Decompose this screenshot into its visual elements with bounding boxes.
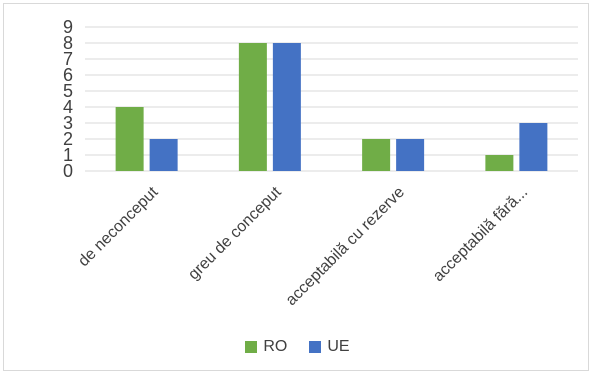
bar-ue-3 xyxy=(519,123,548,171)
y-tick-label: 7 xyxy=(63,49,73,69)
bar-ue-1 xyxy=(272,43,301,171)
y-tick-label: 1 xyxy=(63,145,73,165)
x-axis-labels: de neconceput greu de conceputacceptabilă… xyxy=(75,183,531,309)
legend-label-ro: RO xyxy=(263,338,288,355)
y-tick-label: 3 xyxy=(63,113,73,133)
bar-ue-2 xyxy=(396,139,425,171)
legend-item-ro: RO xyxy=(245,338,287,356)
y-tick-label: 8 xyxy=(63,33,73,53)
y-tick-label: 9 xyxy=(63,17,73,37)
bar-ue-0 xyxy=(149,139,178,171)
x-tick-label: acceptabilă fără... xyxy=(430,184,531,285)
y-tick-label: 0 xyxy=(63,161,73,181)
bar-ro-1 xyxy=(238,43,267,171)
y-tick-label: 6 xyxy=(63,65,73,85)
y-tick-label: 4 xyxy=(63,97,73,117)
legend: RO UE xyxy=(0,338,595,356)
legend-swatch-ue xyxy=(309,341,322,353)
x-tick-label: de neconceput xyxy=(75,183,162,270)
x-tick-label: acceptabilă cu rezerve xyxy=(283,184,408,309)
bar-ro-0 xyxy=(115,107,144,171)
legend-label-ue: UE xyxy=(327,338,350,355)
legend-swatch-ro xyxy=(245,341,258,353)
bar-ro-3 xyxy=(485,155,514,171)
x-tick-label: greu de conceput xyxy=(185,183,285,283)
y-tick-label: 2 xyxy=(63,129,73,149)
bar-ro-2 xyxy=(362,139,391,171)
legend-item-ue: UE xyxy=(309,338,350,356)
y-tick-label: 5 xyxy=(63,81,73,101)
bars xyxy=(115,43,548,171)
